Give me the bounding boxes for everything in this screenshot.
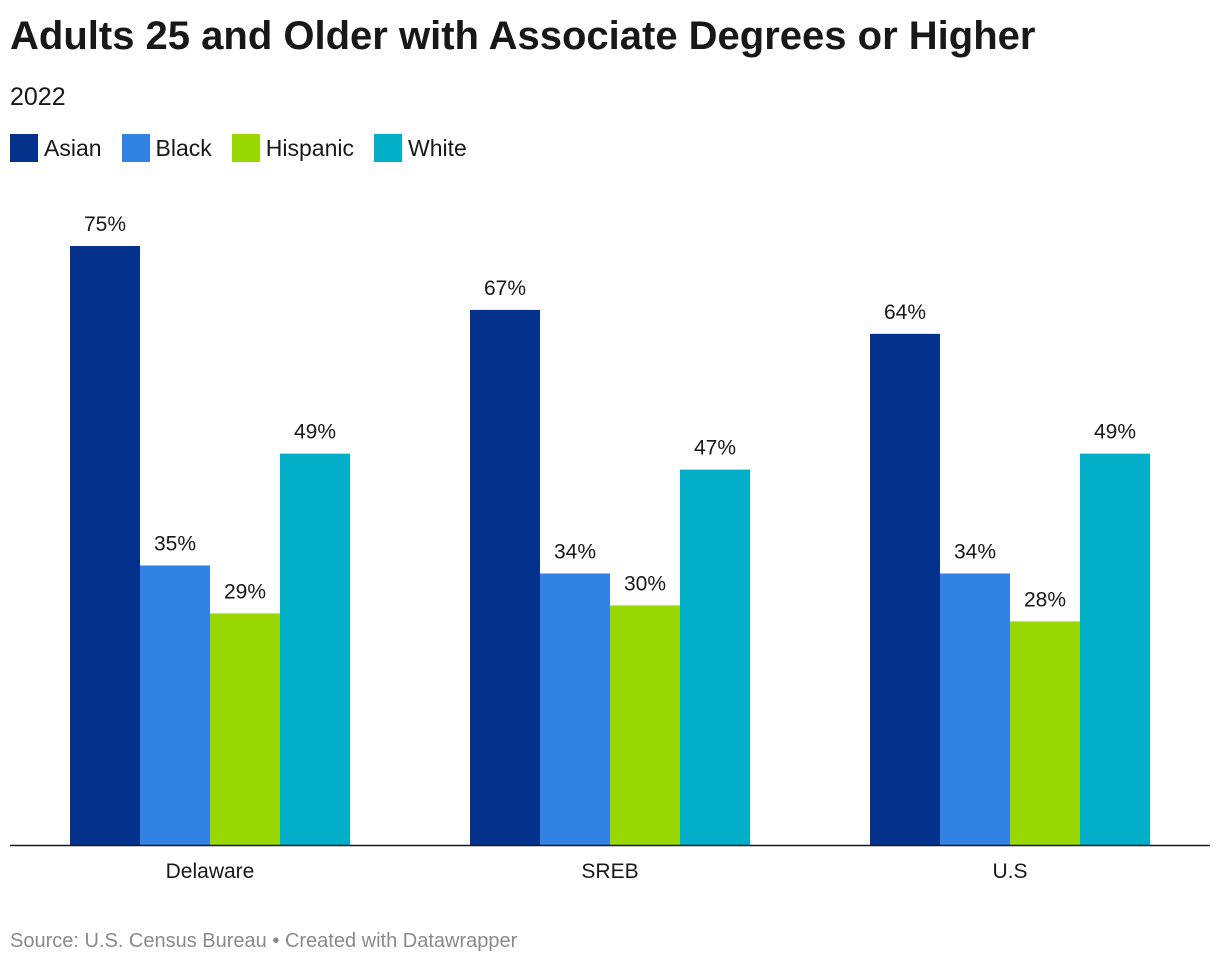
legend-swatch-asian <box>10 134 38 162</box>
legend-item-hispanic: Hispanic <box>231 134 355 162</box>
bar-u-s-hispanic <box>1010 621 1080 845</box>
legend-label-white: White <box>408 134 467 161</box>
legend-item-black: Black <box>121 134 212 162</box>
bar-sreb-asian <box>470 309 540 846</box>
chart-title: Adults 25 and Older with Associate Degre… <box>10 14 1036 58</box>
credit-text: Created with Datawrapper <box>284 930 518 952</box>
bar-delaware-hispanic <box>210 613 280 845</box>
bar-delaware-white <box>280 453 350 845</box>
data-label-u-s-hispanic: 28% <box>1024 588 1066 611</box>
data-label-u-s-asian: 64% <box>884 301 926 324</box>
legend-swatch-white <box>374 134 403 162</box>
legend: Asian Black Hispanic White <box>10 134 467 162</box>
data-label-u-s-white: 49% <box>1094 421 1136 444</box>
footer-separator: • <box>272 930 280 952</box>
data-label-sreb-black: 34% <box>554 540 596 563</box>
x-tick-label-delaware: Delaware <box>166 860 255 883</box>
bar-delaware-black <box>140 565 210 845</box>
bar-u-s-white <box>1080 453 1150 845</box>
data-label-delaware-hispanic: 29% <box>224 580 266 603</box>
legend-label-black: Black <box>155 134 212 161</box>
legend-item-asian: Asian <box>10 134 102 162</box>
data-label-sreb-white: 47% <box>694 437 736 460</box>
legend-item-white: White <box>374 134 467 162</box>
chart-subtitle: 2022 <box>10 83 66 111</box>
bar-u-s-asian <box>870 333 940 845</box>
data-label-sreb-hispanic: 30% <box>624 572 666 595</box>
bar-sreb-black <box>540 573 610 845</box>
bar-delaware-asian <box>70 246 140 845</box>
data-label-sreb-asian: 67% <box>484 277 526 300</box>
legend-label-asian: Asian <box>44 134 102 161</box>
footer: Source: U.S. Census Bureau • Created wit… <box>10 930 517 953</box>
x-tick-label-u-s: U.S <box>992 860 1027 883</box>
x-tick-label-sreb: SREB <box>581 860 638 883</box>
data-label-u-s-black: 34% <box>954 540 996 563</box>
legend-swatch-hispanic <box>231 134 260 162</box>
bar-u-s-black <box>940 573 1010 845</box>
source-text: Source: U.S. Census Bureau <box>10 930 267 952</box>
legend-swatch-black <box>121 134 150 162</box>
bar-sreb-white <box>680 469 750 845</box>
data-label-delaware-asian: 75% <box>84 213 126 236</box>
legend-label-hispanic: Hispanic <box>265 134 355 161</box>
data-label-delaware-black: 35% <box>154 532 196 555</box>
bar-sreb-hispanic <box>610 605 680 845</box>
data-label-delaware-white: 49% <box>294 421 336 444</box>
